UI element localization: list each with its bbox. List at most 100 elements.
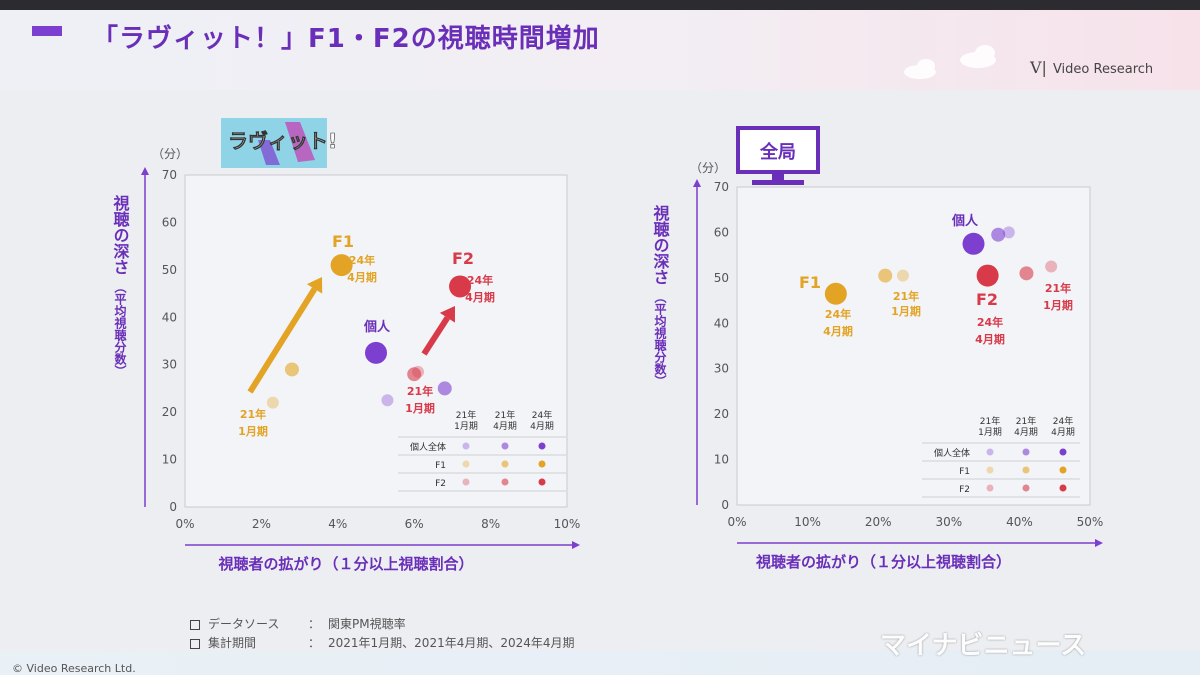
- y-tick-label: 30: [714, 362, 729, 376]
- y-tick-label: 70: [714, 180, 729, 194]
- annotation-label: 1月期: [238, 424, 268, 438]
- legend-row-label: 個人全体: [934, 447, 970, 459]
- legend-row-label: F2: [435, 479, 446, 489]
- annotation-label: 21年: [240, 407, 266, 421]
- y-axis-title: 視聴の深さ: [111, 194, 131, 275]
- scatter-point: [991, 227, 1006, 242]
- x-tick-label: 10%: [554, 517, 581, 531]
- y-tick-label: 20: [714, 407, 729, 421]
- y-axis-subtitle: （平均視聴分数）: [113, 281, 127, 377]
- bottom-band: [0, 650, 1200, 675]
- annotation-label: 1月期: [891, 304, 921, 318]
- x-tick-label: 0%: [175, 517, 194, 531]
- annotation-label: F2: [976, 290, 998, 309]
- legend-column-label: 4月期: [1051, 427, 1075, 438]
- x-axis-title: 視聴者の拡がり（１分以上視聴割合）: [217, 555, 473, 573]
- legend-marker: [538, 478, 546, 486]
- video-research-logo: V| Video Research: [1030, 58, 1153, 77]
- legend-marker: [538, 442, 546, 450]
- title-accent-bar: [32, 26, 62, 36]
- scatter-point: [878, 268, 893, 283]
- annotation-label: F2: [452, 249, 474, 268]
- x-tick-label: 10%: [794, 515, 821, 529]
- legend-marker: [1022, 448, 1030, 456]
- scatter-point: [437, 381, 452, 396]
- y-tick-label: 20: [162, 405, 177, 419]
- scatter-point: [449, 275, 472, 298]
- legend-marker: [462, 442, 470, 450]
- legend-marker: [1022, 484, 1030, 492]
- legend-column-label: 1月期: [454, 421, 478, 432]
- legend-column-label: 21年: [456, 409, 476, 421]
- note-period: 集計期間 ： 2021年1月期、2021年4月期、2024年4月期: [190, 634, 575, 651]
- annotation-label: F1: [799, 273, 821, 292]
- legend-row-label: 個人全体: [410, 441, 446, 453]
- legend-column-label: 4月期: [493, 421, 517, 432]
- scatter-point: [824, 282, 847, 305]
- annotation-label: 個人: [363, 319, 391, 335]
- legend-column-label: 24年: [532, 409, 552, 421]
- scatter-point: [407, 367, 422, 382]
- y-tick-label: 40: [714, 316, 729, 330]
- legend-marker: [501, 478, 509, 486]
- annotation-label: 21年: [1045, 281, 1071, 295]
- scatter-point: [381, 394, 394, 407]
- annotation-label: 個人: [951, 213, 979, 229]
- annotation-label: 1月期: [1043, 298, 1073, 312]
- legend-row-label: F1: [435, 461, 446, 471]
- scatter-point: [1002, 226, 1015, 239]
- annotation-label: 4月期: [975, 332, 1005, 346]
- x-tick-label: 2%: [252, 517, 271, 531]
- note-key: 集計期間: [208, 636, 257, 650]
- legend-column-label: 21年: [1016, 415, 1036, 427]
- legend-marker: [538, 460, 546, 468]
- scatter-point: [976, 264, 999, 287]
- x-tick-label: 8%: [481, 517, 500, 531]
- y-axis-title: 視聴の深さ: [651, 204, 671, 285]
- legend-row-label: F2: [959, 485, 970, 495]
- plot-area: [184, 174, 568, 508]
- legend-column-label: 4月期: [1014, 427, 1038, 438]
- legend-marker: [501, 442, 509, 450]
- logo-text: Video Research: [1052, 62, 1154, 77]
- all-stations-text: 全局: [759, 141, 796, 163]
- note-key: データソース: [208, 617, 280, 631]
- annotation-label: 21年: [407, 384, 433, 398]
- y-tick-label: 0: [721, 498, 729, 512]
- x-tick-label: 50%: [1077, 515, 1104, 529]
- slide-title: 「ラヴィット！」F1・F2の視聴時間増加: [92, 24, 600, 54]
- lavit-badge: ラヴィット!: [221, 118, 337, 168]
- annotation-label: 21年: [893, 289, 919, 303]
- scatter-point: [330, 254, 353, 277]
- copyright: © Video Research Ltd.: [12, 662, 136, 675]
- x-tick-label: 6%: [405, 517, 424, 531]
- plot-area: [736, 186, 1091, 506]
- legend-marker: [501, 460, 509, 468]
- mynavi-watermark: マイナビニュース: [880, 631, 1087, 661]
- legend-column-label: 21年: [495, 409, 515, 421]
- all-stations-badge: 全局: [736, 126, 820, 185]
- y-tick-label: 10: [714, 453, 729, 467]
- screen-top-edge: [0, 0, 1200, 10]
- note-value: 関東PM視聴率: [328, 617, 406, 631]
- scatter-point: [1019, 266, 1034, 281]
- scatter-point: [1045, 260, 1058, 273]
- y-tick-label: 10: [162, 453, 177, 467]
- header-band: [0, 10, 1200, 90]
- y-tick-label: 40: [162, 310, 177, 324]
- annotation-label: 24年: [825, 307, 851, 321]
- legend-row-label: F1: [959, 467, 970, 477]
- x-tick-label: 4%: [328, 517, 347, 531]
- annotation-label: 1月期: [405, 401, 435, 415]
- annotation-label: 4月期: [347, 270, 377, 284]
- annotation-label: 24年: [349, 253, 375, 267]
- notes: データソース ： 関東PM視聴率 集計期間 ： 2021年1月期、2021年4月期、20…: [190, 615, 575, 653]
- note-value: 2021年1月期、2021年4月期、2024年4月期: [328, 636, 575, 650]
- scatter-point: [365, 341, 387, 364]
- y-tick-label: 30: [162, 358, 177, 372]
- annotation-label: 4月期: [823, 324, 853, 338]
- note-sep: ：: [308, 617, 321, 631]
- y-tick-label: 60: [714, 225, 729, 239]
- annotation-label: F1: [332, 232, 354, 251]
- x-tick-label: 40%: [1006, 515, 1033, 529]
